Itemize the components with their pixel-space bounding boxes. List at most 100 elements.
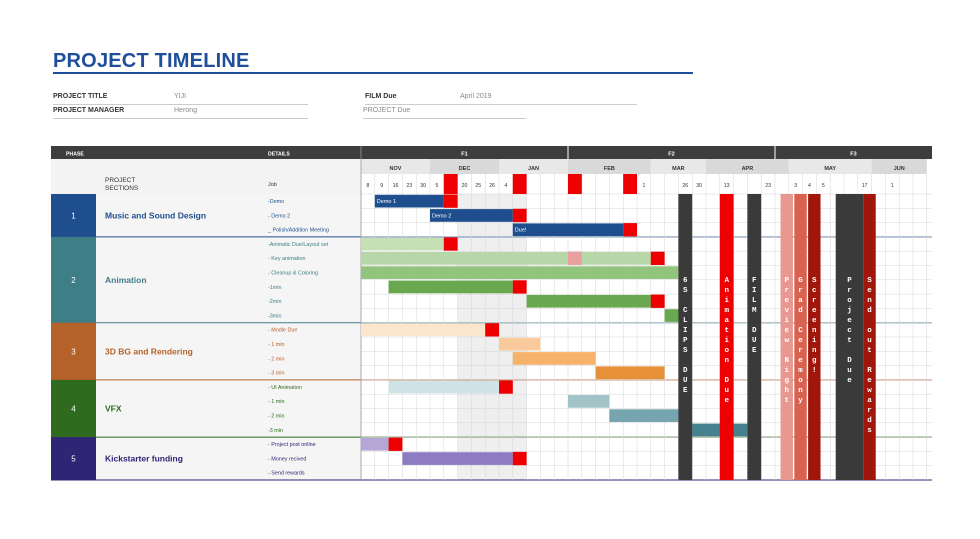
gantt-bar [361, 437, 389, 451]
month-cell [568, 159, 651, 174]
milestone-bar [747, 194, 762, 480]
meta-value[interactable]: PROJECT Due [363, 107, 411, 114]
deadline-cell [443, 194, 458, 208]
phase-number: 1 [71, 211, 76, 220]
gantt-bar [361, 323, 486, 337]
day-label: 20 [462, 183, 468, 189]
milestone-label: S e n d o u t R e w a r d s [867, 277, 872, 435]
left-header-bg [51, 159, 361, 194]
month-label: MAY [824, 166, 836, 172]
milestone-bar [719, 194, 734, 480]
gantt-bar [581, 252, 651, 265]
job-label: -1min [268, 285, 281, 291]
quarter-label: F1 [461, 152, 467, 158]
milestone-bar [863, 194, 876, 480]
quarter-label: F3 [850, 152, 856, 158]
day-label: 26 [682, 183, 688, 189]
day-label: 30 [696, 183, 702, 189]
month-cell [430, 159, 499, 174]
phase-name: Music and Sound Design [105, 210, 206, 220]
month-label: APR [742, 166, 754, 172]
milestone-bar [678, 194, 693, 480]
project-sections-label: SECTIONS [105, 185, 139, 192]
job-label: - 1 min [268, 342, 284, 348]
job-label: - Demo 2 [268, 213, 290, 219]
meta-value[interactable]: April 2019 [460, 93, 492, 100]
job-label: -Animatic Due/Layout set [268, 242, 329, 248]
month-label: NOV [390, 166, 402, 172]
day-label: 4 [504, 183, 507, 189]
meta-label: FILM Due [365, 93, 397, 100]
milestone-label: A n i m a t i o n D u e [724, 277, 729, 405]
phase-number-cell [51, 194, 96, 237]
phase-header: PHASE [66, 152, 84, 158]
milestone-bar [808, 194, 821, 480]
job-label: - 2 min [268, 414, 284, 420]
job-label: -3min [268, 313, 281, 319]
month-label: JUN [894, 166, 905, 172]
deadline-cell [388, 437, 403, 451]
month-cell [788, 159, 872, 174]
phase-number: 3 [71, 347, 76, 356]
deadline-cell [512, 451, 527, 466]
milestone-label: P r e v i e w N i g h t [784, 277, 789, 405]
deadline-cell [512, 280, 527, 294]
phase-number-cell [51, 437, 96, 480]
day-label: 5 [822, 183, 825, 189]
job-label: - 3 min [268, 371, 284, 377]
phase-name: Kickstarter funding [105, 454, 183, 464]
day-label: 26 [489, 183, 495, 189]
month-cell [499, 159, 568, 174]
job-label: - 1 min [268, 399, 284, 405]
day-label: 5 [435, 183, 438, 189]
meta-divider [365, 104, 637, 105]
gantt-bar [609, 409, 679, 422]
gantt-bar [499, 337, 541, 351]
phase-name: 3D BG and Rendering [105, 346, 193, 356]
job-label: -Demo [268, 199, 284, 205]
job-label: _ Polish/Addition Meeting [267, 228, 329, 234]
deadline-cell [623, 223, 637, 237]
milestone-label: G r a d C e r e m o n y [798, 277, 803, 405]
meta-label: PROJECT MANAGER [53, 107, 125, 114]
phase-name: Animation [105, 275, 147, 285]
gantt-bar [361, 266, 679, 279]
deadline-cell [443, 237, 458, 251]
phase-number: 4 [71, 405, 76, 414]
quarter-label: F2 [668, 152, 674, 158]
page-title: PROJECT TIMELINE [53, 50, 250, 72]
day-label: 23 [406, 183, 412, 189]
job-label: - Key animation [268, 256, 305, 262]
left-body-bg [51, 194, 361, 480]
phase-number: 2 [71, 276, 76, 285]
meta-value[interactable]: YIJI [174, 93, 187, 100]
day-row-bg [361, 174, 932, 194]
title-rule [53, 72, 693, 74]
job-label: - 2 min [268, 356, 284, 362]
meta-divider [53, 118, 308, 119]
milestone-label: F I L M D U E [752, 277, 757, 355]
meta-value[interactable]: Herong [174, 107, 197, 114]
month-cell [706, 159, 789, 174]
deadline-cell [485, 323, 499, 337]
milestone-label: 6 S C L I P S D U E [683, 277, 688, 395]
gantt-bar [568, 395, 610, 408]
gantt-bar [388, 380, 499, 394]
deadline-cell-header [623, 174, 637, 194]
day-label: 13 [724, 183, 730, 189]
deadline-cell [512, 208, 527, 223]
milestone-label: P r o j e c t D u e [847, 277, 852, 385]
gantt-bar [361, 252, 568, 265]
day-label: 3 [794, 183, 797, 189]
job-label: Job [268, 182, 277, 188]
gantt-bar [512, 223, 624, 237]
phase-number: 5 [71, 455, 76, 464]
phase-number-cell [51, 379, 96, 438]
day-label: 25 [475, 183, 481, 189]
details-header: DETAILS [268, 152, 290, 158]
day-label: 8 [366, 183, 369, 189]
gantt-bar [595, 366, 665, 380]
bar-label: Demo 2 [432, 213, 451, 219]
meta-divider [363, 118, 526, 119]
